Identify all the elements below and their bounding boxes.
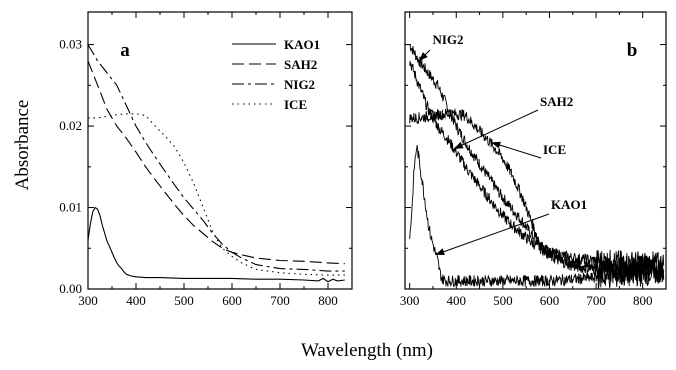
y-tick-label: 0.01 (59, 200, 82, 215)
series-line-kao1 (88, 206, 345, 283)
y-axis-title: Absorbance (12, 100, 33, 191)
annotation-arrowhead-sah2 (453, 141, 464, 149)
x-tick-label: 500 (493, 293, 513, 308)
annotation-arrowhead-nig2 (419, 52, 428, 61)
x-tick-label: 400 (126, 293, 146, 308)
legend: KAO1 SAH2 NIG2 ICE (232, 37, 320, 112)
annotation-nig2: NIG2 (432, 32, 463, 47)
y-tick-label: 0.00 (59, 281, 82, 296)
series-line-sah2 (88, 60, 345, 265)
series-line-kao1 (409, 145, 665, 289)
series-line-ice (88, 113, 345, 276)
panel-a: 300 400 500 600 700 800 0.00 0.01 0.02 0.03 a KAO1 S… (59, 11, 353, 308)
annotation-arrow-sah2 (453, 109, 539, 150)
plot-frame-a (87, 11, 353, 290)
annotation-arrowhead-kao1 (435, 248, 445, 255)
x-tick-label: 600 (540, 293, 560, 308)
x-tick-label: 800 (633, 293, 653, 308)
legend-label-sah2: SAH2 (284, 57, 317, 72)
x-tick-label: 400 (447, 293, 467, 308)
legend-label-kao1: KAO1 (284, 37, 320, 52)
x-tick-label: 700 (270, 293, 290, 308)
x-axis-title: Wavelength (nm) (301, 340, 433, 361)
y-tick-label: 0.03 (59, 37, 82, 52)
series-group-b (409, 44, 665, 289)
panel-b: 300 400 500 600 700 800 b NIG2 SAH2 ICE KAO1 (400, 11, 667, 308)
x-tick-label: 300 (78, 293, 98, 308)
x-tick-label: 600 (222, 293, 242, 308)
x-tick-label: 800 (318, 293, 338, 308)
annotation-arrowhead-ice (491, 141, 501, 149)
series-group-a (88, 44, 345, 283)
annotation-arrow-kao1 (435, 213, 550, 256)
x-tick-label: 300 (400, 293, 420, 308)
panel-label-b: b (627, 40, 638, 61)
series-line-ice (409, 108, 665, 284)
x-tick-label: 500 (174, 293, 194, 308)
annotation-kao1: KAO1 (551, 197, 587, 212)
annotation-ice: ICE (543, 142, 566, 157)
annotation-sah2: SAH2 (540, 94, 573, 109)
series-line-sah2 (409, 61, 665, 276)
plot-frame-b (404, 11, 667, 290)
legend-label-ice: ICE (284, 97, 307, 112)
series-line-nig2 (88, 44, 345, 272)
series-line-nig2 (409, 44, 665, 282)
legend-label-nig2: NIG2 (284, 77, 315, 92)
panel-label-a: a (120, 40, 130, 61)
y-tick-label: 0.02 (59, 118, 82, 133)
x-tick-label: 700 (586, 293, 606, 308)
